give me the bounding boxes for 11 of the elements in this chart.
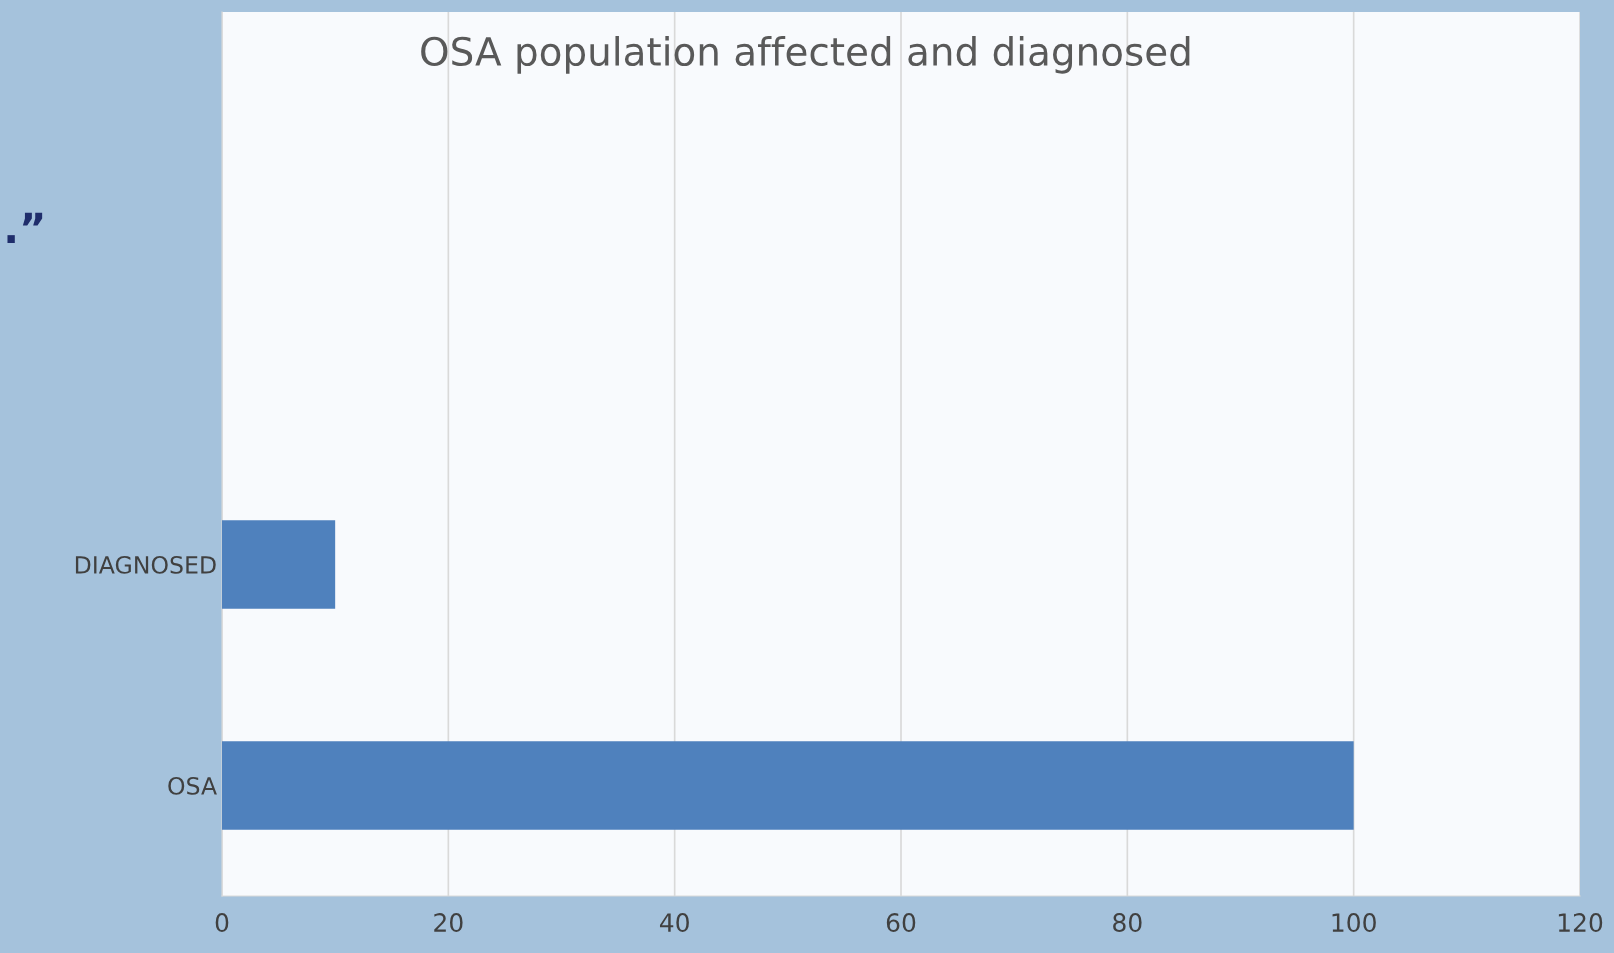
x-tick-label: 60 <box>886 913 916 933</box>
x-tick-label: 0 <box>215 913 229 933</box>
y-tick-label: OSA <box>168 776 217 795</box>
x-tick-label: 20 <box>434 913 463 933</box>
x-tick-label: 80 <box>1113 913 1142 933</box>
y-tick-label: DIAGNOSED <box>75 555 216 574</box>
text: .” <box>7 212 43 244</box>
x-tick-label: 100 <box>1332 913 1376 933</box>
text: OSA population affected and diagnosed <box>421 36 1190 74</box>
x-tick-label: 40 <box>659 913 689 933</box>
x-tick-label: 120 <box>1558 913 1603 933</box>
